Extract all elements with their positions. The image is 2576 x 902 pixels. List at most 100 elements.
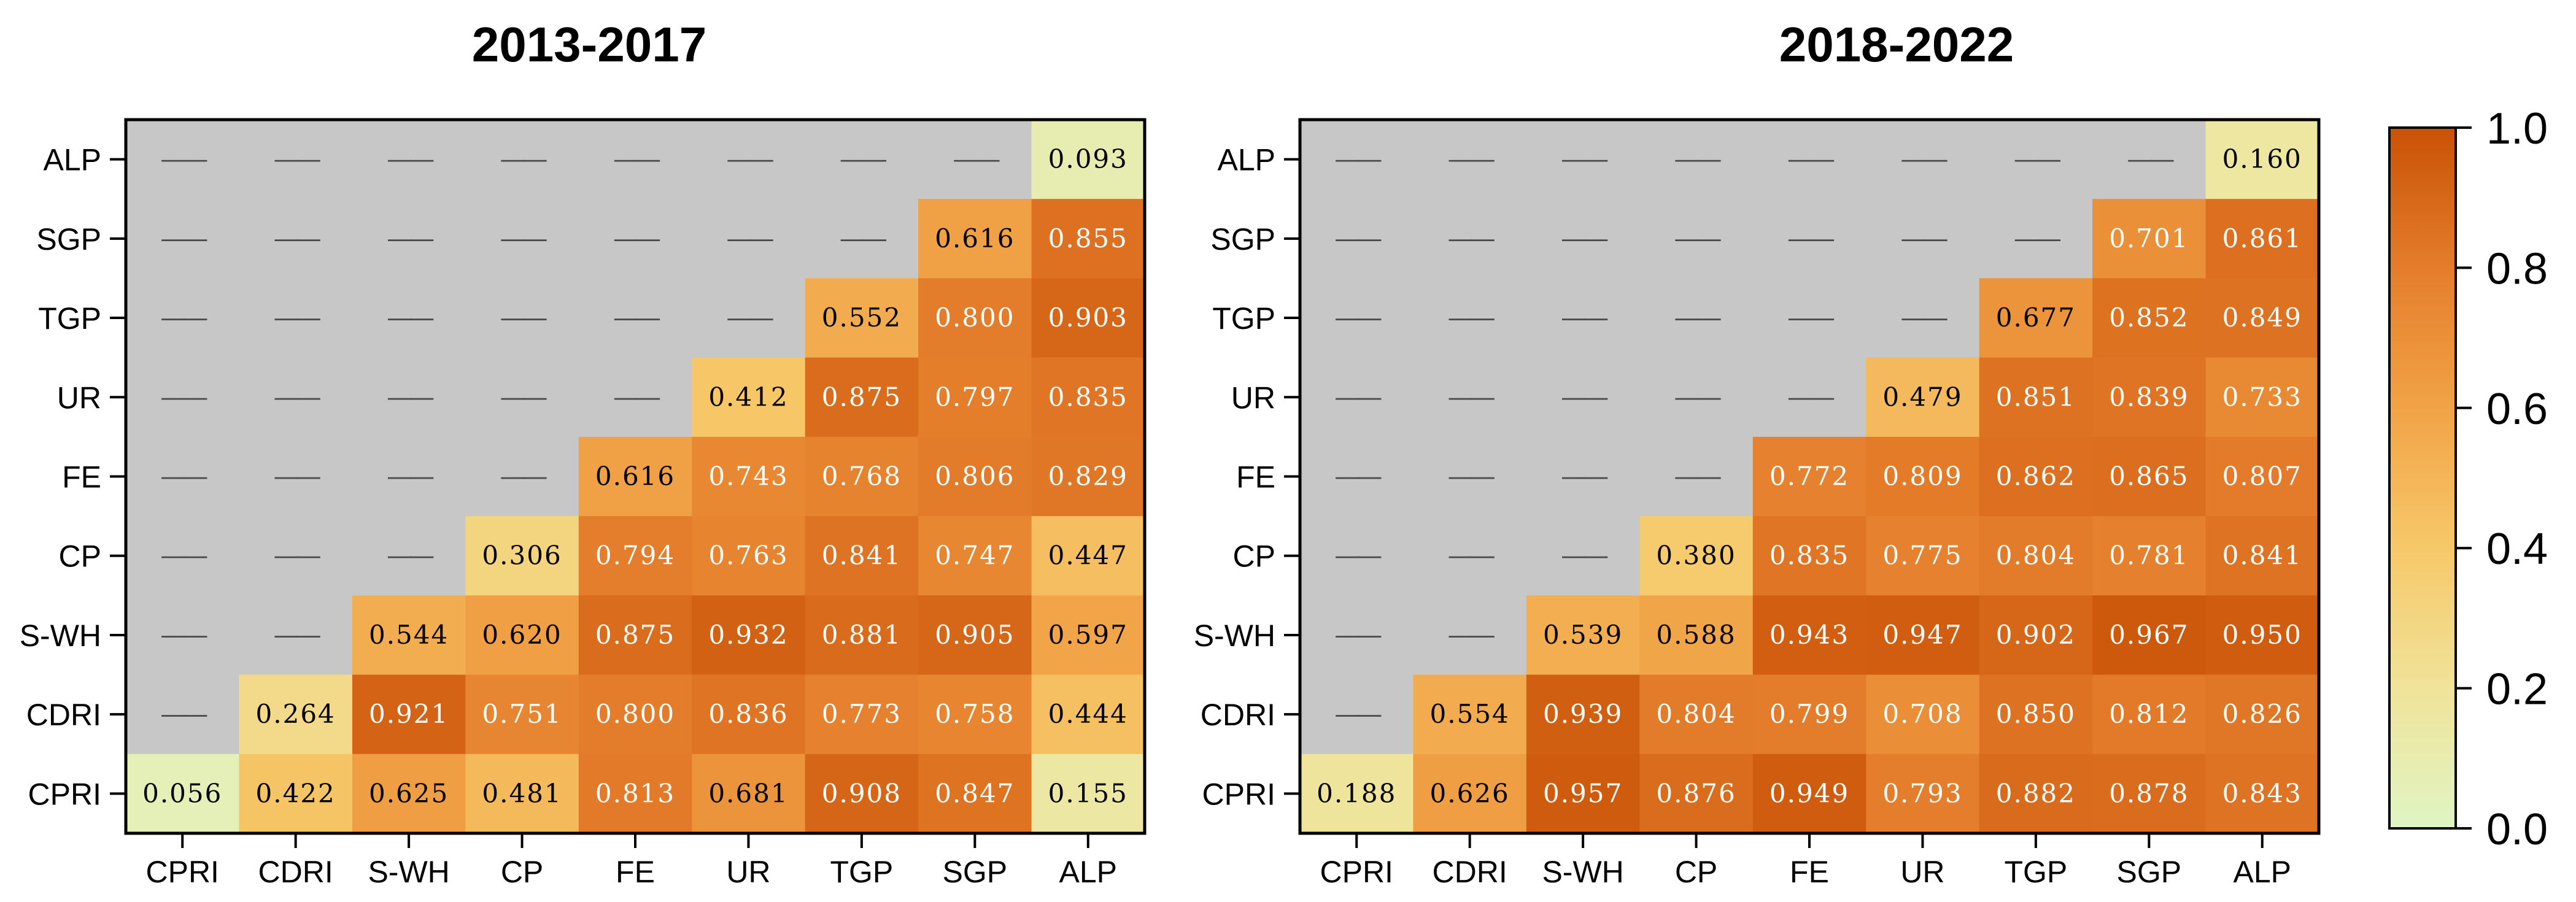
- cell-label: 0.681: [708, 778, 788, 808]
- heatmap-cell: [1031, 436, 1145, 517]
- cell-label: ——: [500, 223, 547, 253]
- plot-frame: [1298, 118, 2321, 835]
- cell-label: ——: [160, 620, 207, 650]
- cell-label: 0.544: [369, 620, 449, 650]
- cell-label: 0.773: [822, 699, 902, 729]
- heatmap-cell: [578, 199, 692, 279]
- heatmap-cell: [1866, 436, 1980, 517]
- heatmap-cell: [126, 674, 240, 755]
- cell-label: ——: [387, 144, 434, 174]
- x-tick-label: CDRI: [258, 855, 333, 889]
- cell-label: 0.306: [482, 541, 562, 571]
- heatmap-cell: [2092, 357, 2207, 438]
- cell-label: ——: [1674, 303, 1722, 333]
- cell-label: ——: [1900, 223, 1947, 253]
- heatmap-cell: [1031, 674, 1145, 755]
- cell-label: ——: [1448, 144, 1495, 174]
- heatmap-cell: [465, 199, 579, 279]
- heatmap-cell: [2205, 754, 2319, 834]
- heatmap-cell: [1031, 595, 1145, 676]
- heatmap-cell: [2092, 278, 2207, 358]
- cell-label: 0.733: [2222, 382, 2302, 412]
- cell-label: 0.412: [708, 382, 788, 412]
- heatmap-cell: [1413, 199, 1527, 279]
- heatmap-cell: [352, 120, 466, 199]
- heatmap-cell: [465, 436, 579, 517]
- heatmap-cell: [352, 516, 466, 596]
- heatmap-cell: [692, 595, 806, 676]
- cell-label: ——: [1674, 382, 1722, 412]
- heatmap-cell: [126, 436, 240, 517]
- cell-label: ——: [1448, 382, 1495, 412]
- cell-label: 0.849: [2222, 303, 2302, 333]
- heatmap-cell: [239, 674, 353, 755]
- heatmap-cell: [578, 357, 692, 438]
- colorbar-tick-label: 0.0: [2486, 805, 2548, 854]
- cell-label: 0.160: [2222, 144, 2302, 174]
- cell-label: ——: [1334, 620, 1382, 650]
- cell-label: 0.875: [822, 382, 902, 412]
- x-tick-label: SGP: [943, 855, 1008, 889]
- cell-label: 0.939: [1543, 699, 1623, 729]
- cell-label: ——: [1674, 461, 1722, 491]
- heatmap-cell: [1752, 120, 1866, 199]
- heatmap-cell: [352, 595, 466, 676]
- cell-label: ——: [160, 303, 207, 333]
- heatmap-cell: [578, 595, 692, 676]
- cell-label: 0.949: [1770, 778, 1849, 808]
- heatmap-cell: [239, 357, 353, 438]
- heatmap-cell: [1526, 199, 1640, 279]
- heatmap-cell: [1752, 278, 1866, 358]
- x-tick-label: TGP: [830, 855, 893, 889]
- cell-label: 0.847: [935, 778, 1015, 808]
- heatmap-cell: [2205, 595, 2319, 676]
- heatmap-cell: [2092, 754, 2207, 834]
- heatmap-cell: [126, 595, 240, 676]
- heatmap-cell: [352, 278, 466, 358]
- cell-label: ——: [613, 382, 660, 412]
- heatmap-cell: [1979, 674, 2093, 755]
- cell-label: 0.908: [822, 778, 902, 808]
- heatmap-cell: [805, 357, 919, 438]
- heatmap-cell: [1526, 436, 1640, 517]
- y-tick-label: S-WH: [1194, 619, 1275, 653]
- heatmap-cell: [126, 120, 240, 199]
- cell-label: ——: [1334, 541, 1382, 571]
- cell-label: 0.943: [1770, 620, 1849, 650]
- cell-label: ——: [387, 541, 434, 571]
- cell-label: ——: [2127, 144, 2174, 174]
- heatmap-cell: [126, 516, 240, 596]
- cell-label: 0.554: [1430, 699, 1510, 729]
- cell-label: 0.444: [1048, 699, 1128, 729]
- heatmap-cell: [918, 436, 1032, 517]
- x-tick-label: UR: [726, 855, 770, 889]
- heatmap-cell: [1413, 674, 1527, 755]
- y-tick-label: CP: [1233, 539, 1275, 574]
- cell-label: 0.793: [1882, 778, 1962, 808]
- heatmap-cell: [1866, 674, 1980, 755]
- cell-label: 0.625: [369, 778, 449, 808]
- cell-label: 0.155: [1048, 778, 1128, 808]
- y-tick-label: CPRI: [1202, 777, 1275, 811]
- x-tick-label: UR: [1900, 855, 1944, 889]
- cell-label: ——: [1561, 144, 1608, 174]
- heatmap-cell: [1526, 357, 1640, 438]
- heatmap-cell: [1031, 120, 1145, 199]
- cell-label: 0.829: [1048, 461, 1128, 491]
- y-tick-label: FE: [1236, 460, 1275, 495]
- cell-label: 0.903: [1048, 303, 1128, 333]
- heatmap-cell: [465, 516, 579, 596]
- cell-label: 0.813: [595, 778, 675, 808]
- heatmap-cell: [1031, 516, 1145, 596]
- cell-label: 0.902: [1996, 620, 2076, 650]
- cell-label: ——: [1787, 223, 1835, 253]
- y-tick-label: UR: [57, 380, 101, 415]
- cell-label: 0.878: [2109, 778, 2189, 808]
- cell-label: ——: [274, 461, 321, 491]
- heatmap-cell: [918, 199, 1032, 279]
- heatmap-cell: [692, 516, 806, 596]
- cell-label: 0.881: [822, 620, 902, 650]
- cell-label: ——: [726, 303, 773, 333]
- heatmap-cell: [918, 357, 1032, 438]
